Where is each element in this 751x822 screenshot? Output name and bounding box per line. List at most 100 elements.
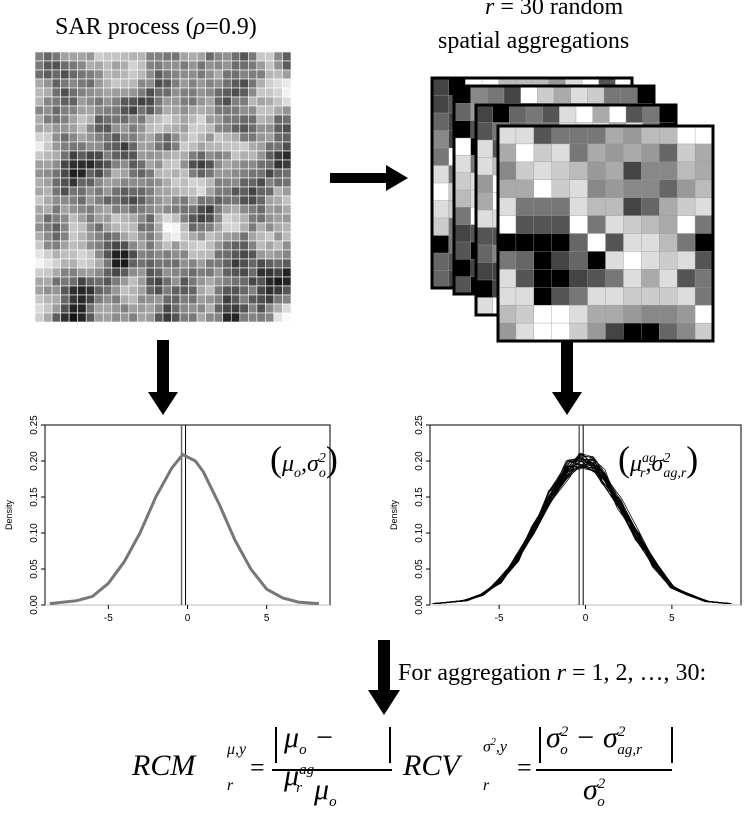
sar-cell: [43, 186, 53, 197]
sar-cell: [85, 150, 96, 161]
sar-cell: [230, 267, 241, 278]
sar-cell: [205, 204, 215, 215]
sar-cell: [248, 213, 258, 224]
sar-cell: [239, 213, 249, 224]
sar-cell: [120, 258, 130, 269]
sar-cell: [102, 294, 113, 305]
sar-cell: [120, 294, 130, 305]
sar-cell: [222, 78, 232, 89]
sar-cell: [68, 186, 78, 197]
sar-cell: [137, 168, 147, 179]
sar-cell: [102, 141, 113, 152]
sar-cell: [273, 123, 283, 134]
y-tick-label: 0.00: [414, 595, 425, 615]
agg-r: r: [485, 0, 495, 20]
sar-cell: [188, 87, 198, 98]
sar-cell: [43, 177, 53, 188]
sar-cell: [273, 204, 283, 215]
sar-cell: [171, 96, 181, 107]
sar-cell: [77, 132, 87, 143]
x-tick-label: 5: [264, 613, 270, 624]
sar-cell: [35, 204, 44, 215]
sar-cell: [60, 150, 70, 161]
sar-cell: [145, 177, 155, 188]
sar-title-prefix: SAR process (: [55, 14, 194, 40]
sar-cell: [222, 213, 232, 224]
sar-cell: [51, 141, 61, 152]
sar-cell: [77, 267, 87, 278]
y-tick-label: 0.25: [414, 415, 425, 435]
sar-cell: [239, 69, 249, 80]
sar-cell: [60, 132, 70, 143]
sar-cell: [35, 285, 44, 296]
sar-cell: [68, 168, 78, 179]
sar-cell: [77, 294, 87, 305]
sar-cell: [154, 240, 164, 251]
sar-cell: [68, 87, 78, 98]
sar-cell: [120, 159, 130, 170]
sar-cell: [196, 60, 206, 71]
sar-cell: [230, 52, 241, 62]
sar-cell: [102, 150, 113, 161]
sar-cell: [94, 168, 104, 179]
sar-cell: [205, 60, 215, 71]
sar-cell: [179, 195, 189, 206]
sar-cell: [282, 312, 291, 322]
sar-cell: [43, 87, 53, 98]
sar-cell: [265, 276, 275, 287]
sar-cell: [265, 141, 275, 152]
sar-cell: [35, 159, 44, 170]
sar-cell: [128, 222, 138, 233]
sar-cell: [213, 123, 224, 134]
legend-right: (μagr,σ2ag,r): [618, 439, 699, 481]
sar-cell: [188, 132, 198, 143]
sar-cell: [256, 222, 266, 233]
sar-cell: [205, 312, 215, 322]
sar-cell: [60, 69, 70, 80]
sar-cell: [179, 159, 189, 170]
sar-cell: [35, 294, 44, 305]
sar-cell: [85, 222, 96, 233]
sar-cell: [154, 123, 164, 134]
sar-cell: [179, 276, 189, 287]
sar-cell: [137, 123, 147, 134]
sar-cell: [205, 168, 215, 179]
sar-cell: [205, 222, 215, 233]
sar-cell: [43, 168, 53, 179]
sar-cell: [239, 78, 249, 89]
sar-cell: [111, 204, 121, 215]
y-tick-label: 0.15: [29, 487, 40, 507]
sar-cell: [273, 177, 283, 188]
sar-cell: [137, 231, 147, 242]
sar-cell: [282, 78, 291, 89]
sar-cell: [154, 114, 164, 125]
sar-cell: [171, 52, 181, 62]
sar-cell: [60, 114, 70, 125]
sar-cell: [196, 177, 206, 188]
sar-cell: [273, 312, 283, 322]
sar-cell: [51, 114, 61, 125]
sar-cell: [179, 267, 189, 278]
sar-cell: [43, 240, 53, 251]
sar-cell: [137, 303, 147, 314]
sar-cell: [43, 52, 53, 62]
sar-cell: [222, 186, 232, 197]
density-curve: [435, 462, 727, 604]
sar-rho: ρ: [193, 14, 206, 40]
density-curve: [432, 464, 731, 604]
sar-cell: [248, 60, 258, 71]
sar-cell: [68, 132, 78, 143]
sar-cell: [51, 96, 61, 107]
sar-cell: [213, 222, 224, 233]
sar-cell: [102, 132, 113, 143]
arrow-down-right-icon: [552, 340, 582, 415]
sar-cell: [94, 276, 104, 287]
sar-cell: [128, 276, 138, 287]
sar-cell: [205, 52, 215, 62]
sar-cell: [213, 69, 224, 80]
sar-cell: [239, 276, 249, 287]
sar-cell: [179, 52, 189, 62]
sar-cell: [68, 240, 78, 251]
sar-cell: [239, 114, 249, 125]
x-tick-label: -5: [104, 613, 113, 624]
